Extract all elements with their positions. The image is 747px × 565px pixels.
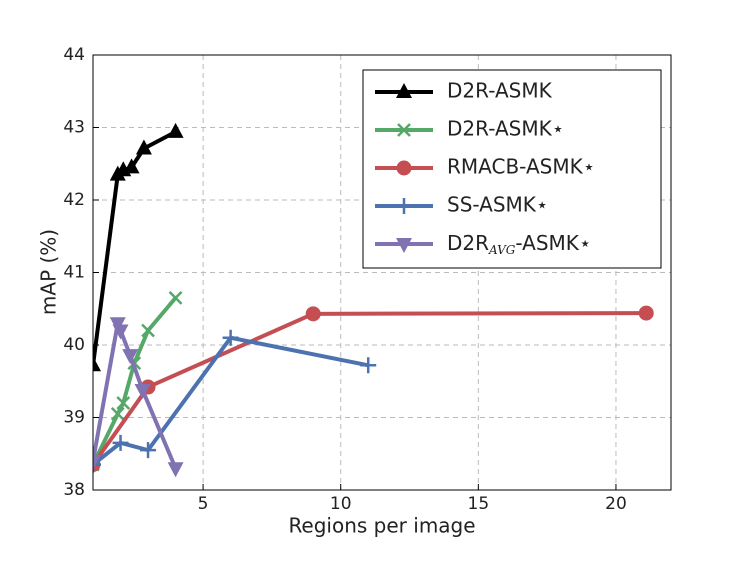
marker: [396, 160, 412, 176]
x-tick-label: 20: [605, 494, 627, 514]
marker: [140, 442, 157, 459]
marker: [360, 357, 377, 374]
legend-label: D2R-ASMK: [447, 79, 553, 103]
marker: [134, 383, 151, 399]
marker: [397, 123, 411, 137]
marker: [167, 462, 184, 478]
marker: [93, 455, 101, 470]
y-axis-label: mAP (%): [37, 229, 61, 315]
series-group: [93, 122, 654, 478]
marker: [116, 396, 131, 410]
marker: [93, 456, 101, 473]
y-tick-label: 39: [63, 408, 85, 428]
marker: [112, 434, 129, 451]
y-tick-label: 38: [63, 480, 85, 500]
marker: [141, 323, 155, 338]
legend: D2R-ASMK D2R-ASMK⋆ RMACB-ASMK⋆ SS-ASMK⋆ D2RA…: [362, 69, 662, 269]
series-line: [93, 321, 178, 470]
y-tick-label: 41: [63, 263, 85, 283]
marker: [305, 306, 321, 322]
marker: [222, 329, 239, 346]
legend-label: SS-ASMK⋆: [447, 193, 548, 217]
y-tick-label: 42: [63, 190, 85, 210]
legend-label: D2R-ASMK⋆: [447, 117, 564, 141]
marker: [110, 406, 125, 421]
marker: [123, 158, 140, 174]
legend-label: D2RAVG-ASMK⋆: [447, 231, 591, 257]
marker: [122, 349, 139, 365]
marker: [168, 290, 183, 305]
marker: [396, 83, 412, 98]
marker: [167, 122, 184, 138]
marker: [638, 305, 654, 321]
y-tick-label: 40: [63, 335, 85, 355]
series-line: [93, 311, 647, 466]
y-tick-label: 43: [63, 118, 85, 138]
marker: [112, 324, 129, 340]
x-tick-label: 15: [468, 494, 490, 514]
marker: [396, 238, 412, 253]
legend-label: RMACB-ASMK⋆: [447, 155, 595, 179]
marker: [396, 198, 412, 214]
x-tick-label: 10: [330, 494, 352, 514]
marker: [135, 139, 152, 155]
marker: [93, 356, 101, 372]
x-axis-label: Regions per image: [288, 514, 475, 538]
x-tick-label: 5: [198, 494, 209, 514]
y-tick-label: 44: [63, 45, 85, 65]
